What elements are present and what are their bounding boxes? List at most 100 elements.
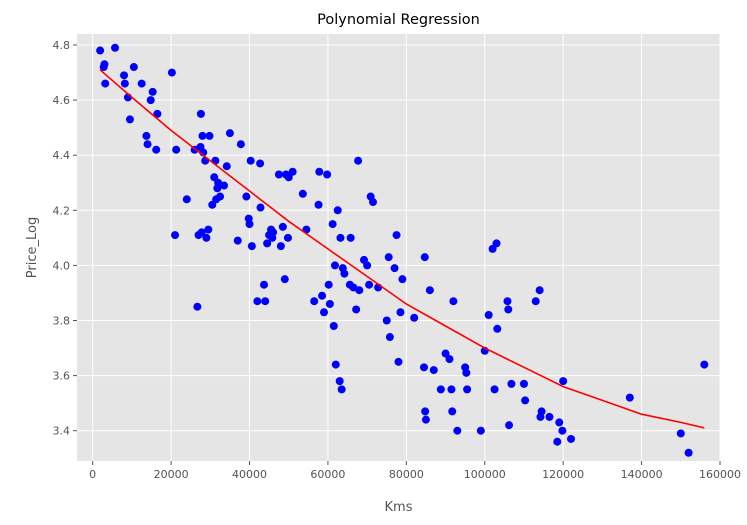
data-point [193,302,202,311]
data-point [325,299,334,308]
data-point [96,46,105,55]
data-point [346,233,355,242]
data-point [567,434,576,443]
data-point [182,195,191,204]
data-point [269,228,278,237]
data-point [278,222,287,231]
data-point [555,418,564,427]
y-tick-label: 4.4 [53,149,71,162]
y-axis-label: Price_Log [25,217,40,278]
data-point [280,275,289,284]
data-point [340,269,349,278]
data-point [463,385,472,394]
data-point [493,324,502,333]
data-point [484,310,493,319]
x-tick-label: 140000 [621,468,663,481]
data-point [171,231,180,240]
data-point [333,206,342,215]
data-point [330,261,339,270]
data-point [507,379,516,388]
y-tick-label: 3.4 [53,425,71,438]
data-point [204,225,213,234]
data-point [390,264,399,273]
data-point [298,189,307,198]
data-point [242,192,251,201]
data-point [537,407,546,416]
data-point [329,322,338,331]
data-point [197,228,206,237]
data-point [246,156,255,165]
data-point [384,253,393,262]
data-point [445,355,454,364]
data-point [284,173,293,182]
data-point [274,170,283,179]
data-point [553,437,562,446]
data-point [152,145,161,154]
data-point [245,220,254,229]
data-point [365,280,374,289]
data-point [167,68,176,77]
y-tick-label: 4.8 [53,39,71,52]
data-point [385,333,394,342]
data-point [137,79,146,88]
x-tick-label: 160000 [699,468,741,481]
data-point [253,297,262,306]
data-point [211,156,220,165]
gridlines [77,34,721,461]
data-point [323,170,332,179]
x-tick-label: 40000 [232,468,267,481]
data-point [700,360,709,369]
data-point [488,244,497,253]
data-point [448,407,457,416]
x-axis-label: Kms [385,500,413,515]
data-point [153,109,162,118]
data-point [205,131,214,140]
regression-curve [99,69,705,429]
chart-title: Polynomial Regression [317,12,480,28]
data-point [315,167,324,176]
data-point [531,297,540,306]
data-point [125,115,134,124]
data-point [505,421,514,430]
data-point [129,63,138,72]
data-point [425,286,434,295]
data-point [148,87,157,96]
data-point [220,181,229,190]
data-point [210,173,219,182]
data-point [222,162,231,171]
x-axis-ticks: 0 20000 40000 60000 80000 100000 120000 140000 1… [89,461,741,481]
data-point [410,313,419,322]
data-point [142,131,151,140]
data-point [216,192,225,201]
data-point [490,385,499,394]
data-point [233,236,242,245]
data-point [331,360,340,369]
data-point [519,379,528,388]
data-point [492,239,501,248]
data-point [382,316,391,325]
data-point [208,200,217,209]
data-point [363,261,372,270]
data-point [225,129,234,138]
data-point [355,286,364,295]
data-point [449,297,458,306]
data-point [453,426,462,435]
data-point [545,412,554,421]
data-point [111,43,120,52]
data-point [288,167,297,176]
y-axis-ticks: 3.4 3.6 3.8 4.0 4.2 4.4 4.6 4.8 [53,39,77,438]
data-point [256,159,265,168]
data-point [447,385,456,394]
data-point [436,385,445,394]
data-point [521,396,530,405]
data-point [120,71,129,80]
data-point [354,156,363,165]
y-tick-label: 4.2 [53,204,71,217]
data-point [196,109,205,118]
data-point [398,275,407,284]
data-point [394,357,403,366]
x-tick-label: 60000 [310,468,345,481]
y-tick-label: 4.0 [53,259,71,272]
data-point [420,253,429,262]
